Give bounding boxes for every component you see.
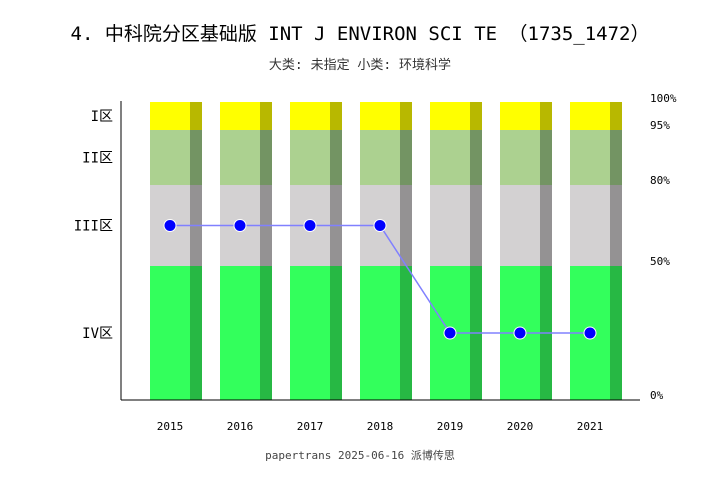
- bar-segment-2019-band-1: [430, 185, 470, 266]
- bar-segment-2018-band-2: [360, 130, 400, 185]
- bar-shade-2019-band-2: [470, 130, 482, 185]
- bar-segment-2016-band-3: [220, 102, 260, 130]
- bar-segment-2015-band-0: [150, 266, 190, 400]
- bar-shade-2018-band-1: [400, 185, 412, 266]
- right-tick-label: 50%: [650, 255, 670, 268]
- bar-shade-2019-band-1: [470, 185, 482, 266]
- bar-shade-2018-band-2: [400, 130, 412, 185]
- data-point-2016: [233, 219, 247, 232]
- data-point-2017: [303, 219, 317, 232]
- bar-shade-2019-band-3: [470, 102, 482, 130]
- bar-shade-2020-band-3: [540, 102, 552, 130]
- bar-shade-2016-band-2: [260, 130, 272, 185]
- bar-shade-2015-band-3: [190, 102, 202, 130]
- x-tick-label: 2017: [297, 420, 324, 433]
- x-tick-label: 2015: [157, 420, 184, 433]
- data-point-2021: [583, 326, 597, 340]
- band-label: III区: [74, 219, 113, 235]
- bar-shade-2021-band-3: [610, 102, 622, 130]
- bar-shade-2016-band-0: [260, 266, 272, 400]
- bar-segment-2019-band-3: [430, 102, 470, 130]
- bar-segment-2016-band-2: [220, 130, 260, 185]
- bar-shade-2016-band-3: [260, 102, 272, 130]
- right-tick-label: 80%: [650, 174, 670, 187]
- bar-segment-2015-band-2: [150, 130, 190, 185]
- chart-title: 4. 中科院分区基础版 INT J ENVIRON SCI TE （1735_1…: [71, 23, 650, 45]
- bar-segment-2021-band-3: [570, 102, 610, 130]
- bar-shade-2017-band-2: [330, 130, 342, 185]
- bar-shade-2017-band-0: [330, 266, 342, 400]
- x-tick-label: 2018: [367, 420, 394, 433]
- data-point-2019: [443, 326, 457, 340]
- right-tick-label: 100%: [650, 92, 677, 105]
- band-label: I区: [91, 109, 113, 125]
- x-tick-label: 2021: [577, 420, 604, 433]
- bar-shade-2021-band-1: [610, 185, 622, 266]
- bar-shade-2021-band-2: [610, 130, 622, 185]
- bar-shade-2020-band-1: [540, 185, 552, 266]
- data-point-2018: [373, 219, 387, 232]
- x-tick-label: 2020: [507, 420, 534, 433]
- chart-footer: papertrans 2025-06-16 派博传思: [265, 449, 455, 462]
- bar-shade-2018-band-0: [400, 266, 412, 400]
- bar-segment-2017-band-3: [290, 102, 330, 130]
- bar-segment-2020-band-1: [500, 185, 540, 266]
- bar-shade-2015-band-2: [190, 130, 202, 185]
- chart-subtitle: 大类: 未指定 小类: 环境科学: [269, 57, 451, 73]
- bar-segment-2020-band-3: [500, 102, 540, 130]
- bar-segment-2018-band-0: [360, 266, 400, 400]
- right-tick-label: 95%: [650, 119, 670, 132]
- bar-segment-2018-band-3: [360, 102, 400, 130]
- bar-shade-2015-band-0: [190, 266, 202, 400]
- right-tick-label: 0%: [650, 389, 664, 402]
- bar-segment-2015-band-3: [150, 102, 190, 130]
- bar-segment-2019-band-2: [430, 130, 470, 185]
- data-point-2015: [163, 219, 177, 232]
- bar-segment-2021-band-1: [570, 185, 610, 266]
- band-label: IV区: [82, 326, 113, 342]
- x-tick-label: 2019: [437, 420, 464, 433]
- bar-segment-2017-band-0: [290, 266, 330, 400]
- bar-shade-2021-band-0: [610, 266, 622, 400]
- data-point-2020: [513, 326, 527, 340]
- bar-segment-2020-band-2: [500, 130, 540, 185]
- bar-segment-2016-band-0: [220, 266, 260, 400]
- bar-shade-2020-band-2: [540, 130, 552, 185]
- bar-segment-2017-band-2: [290, 130, 330, 185]
- bar-segment-2021-band-2: [570, 130, 610, 185]
- band-label: II区: [82, 151, 113, 167]
- bar-shade-2018-band-3: [400, 102, 412, 130]
- x-tick-label: 2016: [227, 420, 254, 433]
- bar-shade-2017-band-3: [330, 102, 342, 130]
